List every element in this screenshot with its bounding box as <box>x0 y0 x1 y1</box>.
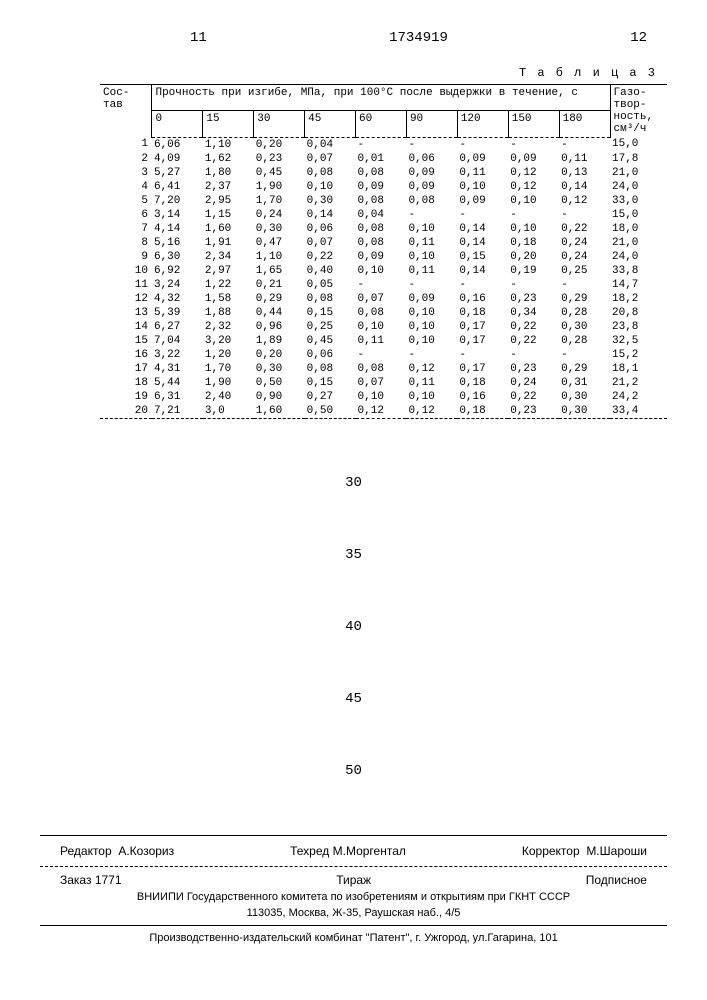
line-numbers: 30 35 40 45 50 <box>0 475 707 779</box>
footer: Редактор А.Козориз Техред М.Моргентал Ко… <box>0 835 707 946</box>
table-row: 16,061,100,200,04-----15,0 <box>100 137 667 152</box>
doc-number: 1734919 <box>389 30 448 46</box>
line-number: 50 <box>0 763 707 779</box>
table-row: 24,091,620,230,070,010,060,090,090,1117,… <box>100 152 667 166</box>
line-number: 45 <box>0 691 707 707</box>
line-number: 30 <box>0 475 707 491</box>
editor: Редактор А.Козориз <box>60 844 174 858</box>
order: Заказ 1771 <box>60 873 122 887</box>
tirazh: Тираж <box>336 873 371 887</box>
corrector: Корректор М.Шароши <box>522 844 647 858</box>
table-row: 96,302,341,100,220,090,100,150,200,2424,… <box>100 250 667 264</box>
table-row: 163,221,200,200,06-----15,2 <box>100 348 667 362</box>
page-header: 11 1734919 12 <box>0 30 707 46</box>
col-left-header: Сос- тав <box>100 85 152 138</box>
time-col-header: 90 <box>406 111 457 137</box>
table-row: 113,241,220,210,05-----14,7 <box>100 278 667 292</box>
line-number: 35 <box>0 547 707 563</box>
page-left: 11 <box>190 30 207 46</box>
table-row: 85,161,910,470,070,080,110,140,180,2421,… <box>100 236 667 250</box>
gas-header: Газо- твор- ность, см³/ч <box>610 85 667 138</box>
page-right: 12 <box>630 30 647 46</box>
time-col-header: 0 <box>152 111 203 137</box>
time-col-header: 45 <box>305 111 356 137</box>
table-row: 135,391,880,440,150,080,100,180,340,2820… <box>100 306 667 320</box>
table-row: 57,202,951,700,300,080,080,090,100,1233,… <box>100 194 667 208</box>
table-row: 124,321,580,290,080,070,090,160,230,2918… <box>100 292 667 306</box>
table-row: 146,272,320,960,250,100,100,170,220,3023… <box>100 320 667 334</box>
table-row: 207,213,01,600,500,120,120,180,230,3033,… <box>100 404 667 419</box>
table-row: 196,312,400,900,270,100,100,160,220,3024… <box>100 390 667 404</box>
time-col-header: 30 <box>254 111 305 137</box>
line-number: 40 <box>0 619 707 635</box>
table-row: 74,141,600,300,060,080,100,140,100,2218,… <box>100 222 667 236</box>
time-col-header: 180 <box>559 111 610 137</box>
table-row: 185,441,900,500,150,070,110,180,240,3121… <box>100 376 667 390</box>
table-row: 35,271,800,450,080,080,090,110,120,1321,… <box>100 166 667 180</box>
table-row: 46,412,371,900,100,090,090,100,120,1424,… <box>100 180 667 194</box>
table-row: 157,043,201,890,450,110,100,170,220,2832… <box>100 334 667 348</box>
time-col-header: 60 <box>356 111 407 137</box>
org-line-1: ВНИИПИ Государственного комитета по изоб… <box>0 889 707 905</box>
org-line-3: Производственно-издательский комбинат "П… <box>0 930 707 946</box>
main-header: Прочность при изгибе, МПа, при 100°С пос… <box>152 85 610 111</box>
techred: Техред М.Моргентал <box>290 844 406 858</box>
data-table: Сос- тав Прочность при изгибе, МПа, при … <box>100 84 667 419</box>
org-line-2: 113035, Москва, Ж-35, Раушская наб., 4/5 <box>0 905 707 921</box>
table-row: 63,141,150,240,140,04----15,0 <box>100 208 667 222</box>
table-row: 106,922,971,650,400,100,110,140,190,2533… <box>100 264 667 278</box>
time-col-header: 15 <box>203 111 254 137</box>
time-col-header: 150 <box>508 111 559 137</box>
table-caption: Т а б л и ц а 3 <box>0 66 707 80</box>
table-row: 174,311,700,300,080,080,120,170,230,2918… <box>100 362 667 376</box>
time-col-header: 120 <box>457 111 508 137</box>
subscription: Подписное <box>586 873 647 887</box>
